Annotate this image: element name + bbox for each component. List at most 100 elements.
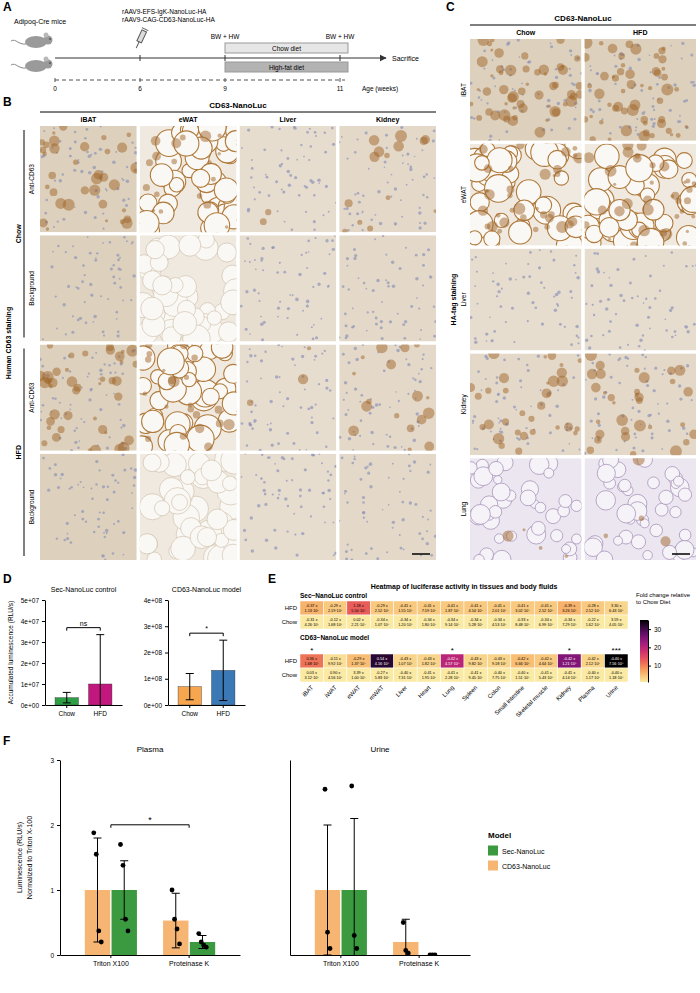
decor-circle: [113, 523, 115, 525]
decor-circle: [635, 129, 637, 131]
decor-circle: [96, 195, 100, 199]
decor-circle: [358, 201, 361, 204]
decor-circle: [106, 446, 109, 449]
decor-circle: [272, 493, 274, 495]
decor-circle: [65, 251, 67, 253]
decor-circle: [67, 376, 78, 387]
decor-circle: [630, 419, 632, 421]
decor-circle: [619, 346, 622, 349]
decor-circle: [259, 449, 262, 451]
decor-circle: [592, 304, 594, 306]
decor-circle: [97, 518, 100, 521]
decor-circle: [549, 106, 560, 117]
decor-circle: [46, 199, 49, 202]
decor-circle: [317, 178, 321, 182]
decor-circle: [112, 552, 115, 555]
decor-circle: [659, 161, 669, 171]
decor-circle: [142, 410, 164, 432]
decor-circle: [590, 136, 596, 141]
decor-circle: [112, 160, 116, 164]
decor-circle: [117, 334, 120, 337]
decor-circle: [519, 56, 521, 58]
group-label: Human CD63 staining: [5, 307, 13, 379]
decor-circle: [54, 180, 56, 182]
decor-circle: [429, 509, 431, 511]
decor-circle: [100, 295, 102, 297]
decor-circle: [394, 187, 397, 190]
decor-circle: [599, 217, 619, 237]
decor-circle: [344, 381, 347, 384]
panel-label: A: [3, 0, 12, 14]
decor-circle: [568, 127, 571, 130]
decor-circle: [647, 316, 650, 319]
decor-circle: [400, 345, 409, 353]
decor-circle: [412, 377, 414, 379]
decor-circle: [608, 353, 610, 355]
decor-circle: [62, 377, 64, 379]
decor-circle: [118, 403, 121, 406]
decor-circle: [577, 354, 580, 357]
decor-circle: [261, 338, 264, 341]
decor-circle: [690, 54, 693, 57]
decor-circle: [353, 257, 356, 260]
decor-circle: [99, 408, 102, 411]
decor-circle: [61, 473, 64, 476]
decor-circle: [607, 103, 612, 108]
decor-circle: [368, 168, 370, 170]
decor-circle: [69, 370, 71, 372]
decor-circle: [508, 91, 519, 102]
decor-circle: [308, 159, 310, 161]
decor-circle: [116, 318, 118, 320]
decor-circle: [505, 130, 508, 133]
decor-circle: [268, 456, 271, 459]
row-label: Anti-CD63: [28, 164, 35, 194]
decor-circle: [374, 238, 376, 240]
decor-circle: [84, 211, 87, 214]
decor-circle: [534, 69, 541, 76]
decor-circle: [564, 326, 566, 328]
decor-circle: [59, 402, 61, 404]
decor-circle: [406, 153, 409, 156]
decor-circle: [477, 56, 488, 67]
end-label: Sacrifice: [392, 55, 419, 62]
decor-circle: [329, 253, 331, 255]
decor-circle: [49, 143, 59, 153]
decor-line: [140, 78, 141, 82]
decor-circle: [354, 193, 356, 195]
decor-circle: [104, 559, 106, 560]
decor-circle: [654, 69, 662, 77]
decor-circle: [345, 324, 348, 327]
decor-circle: [484, 231, 500, 246]
decor-circle: [676, 133, 681, 138]
decor-circle: [345, 199, 353, 207]
decor-circle: [59, 126, 67, 131]
decor-circle: [250, 516, 253, 519]
decor-circle: [502, 418, 509, 425]
decor-circle: [493, 433, 504, 444]
decor-circle: [580, 72, 581, 74]
decor-circle: [684, 197, 691, 204]
decor-circle: [409, 168, 412, 171]
plot-area: [55, 635, 112, 705]
decor-circle: [363, 282, 366, 285]
decor-circle: [152, 152, 161, 161]
decor-circle: [302, 310, 304, 312]
decor-circle: [331, 239, 334, 242]
decor-circle: [568, 443, 570, 445]
decor-circle: [665, 329, 667, 331]
decor-circle: [299, 449, 301, 451]
decor-circle: [674, 87, 679, 92]
decor-circle: [81, 518, 84, 521]
decor-circle: [637, 295, 639, 297]
decor-circle: [597, 412, 600, 415]
decor-circle: [596, 252, 599, 255]
decor-circle: [312, 286, 314, 288]
decor-circle: [669, 109, 672, 112]
tick-mark: [42, 621, 45, 622]
decor-circle: [680, 187, 696, 213]
decor-circle: [130, 299, 132, 301]
decor-circle: [69, 409, 71, 411]
decor-circle: [50, 188, 58, 196]
decor-circle: [636, 118, 638, 120]
decor-circle: [53, 226, 55, 228]
